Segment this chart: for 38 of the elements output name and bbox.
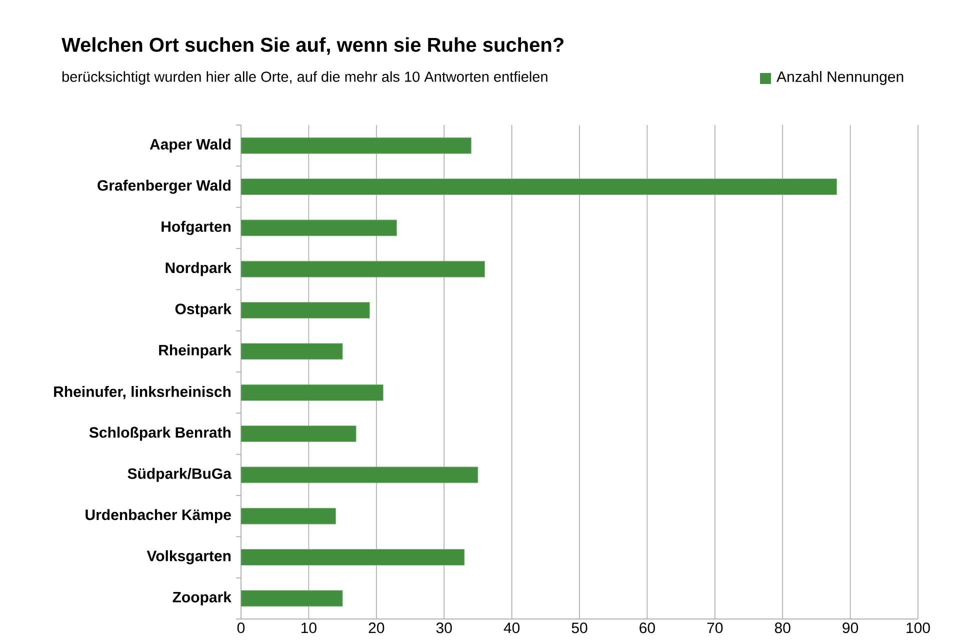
x-tick-label: 30: [436, 622, 452, 634]
y-tick-label: Nordpark: [166, 262, 232, 276]
chart-subtitle: berücksichtigt wurden hier alle Orte, auf die mehr als 10 Antworten entfielen: [62, 71, 548, 85]
bar: [240, 343, 343, 360]
bar: [240, 466, 478, 484]
y-tick-label: Volksgarten: [146, 550, 231, 564]
x-tick-label: 70: [707, 622, 723, 634]
bar: [240, 384, 384, 401]
bar: [240, 508, 336, 524]
x-tick-label: 60: [640, 622, 655, 634]
bar: [240, 590, 343, 607]
y-tick-label: Grafenberger Wald: [98, 180, 230, 194]
y-tick-label: Südpark/BuGa: [128, 468, 232, 482]
chart-title: Welchen Ort suchen Sie auf, wenn sie Ruhe suchen?: [62, 37, 564, 55]
x-tick-label: 90: [842, 622, 858, 634]
y-tick-label: Rheinufer, linksrheinisch: [54, 386, 231, 400]
x-tick-label: 0: [237, 622, 245, 634]
x-tick-label: 100: [906, 622, 930, 634]
y-tick-label: Schloßpark Benrath: [89, 426, 231, 441]
x-tick-label: 20: [368, 622, 384, 634]
bar: [240, 426, 356, 442]
bar: [240, 302, 370, 318]
y-tick-label: Rheinpark: [159, 344, 232, 358]
y-tick-label: Aaper Wald: [150, 138, 230, 153]
y-tick-label: Hofgarten: [162, 220, 231, 235]
bar: [240, 220, 397, 236]
x-tick-label: 40: [504, 622, 520, 634]
y-tick-label: Zoopark: [172, 591, 232, 606]
bar: [240, 137, 472, 154]
legend-label: Anzahl Nennungen: [776, 71, 904, 85]
bar: [240, 178, 837, 195]
bar: [240, 549, 465, 566]
x-tick-label: 50: [572, 622, 588, 634]
y-tick-label: Ostpark: [175, 303, 232, 318]
x-tick-label: 80: [774, 622, 790, 634]
bar: [240, 260, 485, 278]
y-tick-label: Urdenbacher Kämpe: [86, 509, 231, 524]
x-tick-label: 10: [302, 622, 316, 634]
